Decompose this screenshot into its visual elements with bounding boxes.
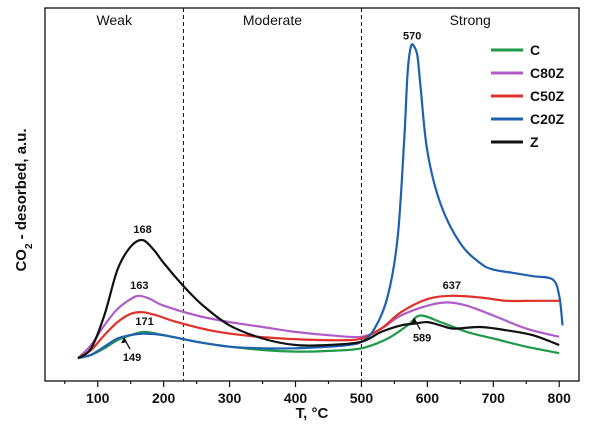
peak-label-171: 171 (135, 316, 153, 328)
peak-label-163: 163 (130, 280, 148, 292)
peak-label-168: 168 (133, 224, 151, 236)
legend-label-c20z: C20Z (530, 111, 565, 127)
peak-label-589: 589 (413, 333, 431, 345)
peak-arrowhead-149 (121, 337, 128, 344)
peak-arrowhead-589 (411, 317, 418, 324)
x-tick-label-500: 500 (350, 390, 374, 406)
peak-label-570: 570 (403, 31, 421, 43)
x-tick-label-800: 800 (548, 390, 572, 406)
x-tick-label-300: 300 (218, 390, 242, 406)
x-tick-label-100: 100 (86, 390, 110, 406)
legend-label-c50z: C50Z (530, 88, 565, 104)
series-line-c50z (77, 294, 560, 360)
y-axis-label: CO2 - desorbed, a.u. (13, 128, 35, 271)
x-tick-label-400: 400 (284, 390, 308, 406)
legend-label-z: Z (530, 134, 539, 150)
peak-label-149: 149 (123, 352, 141, 364)
x-tick-label-700: 700 (482, 390, 506, 406)
series-line-c20z (77, 43, 564, 360)
region-label-strong: Strong (450, 12, 491, 28)
region-label-weak: Weak (96, 12, 133, 28)
series-line-z (77, 238, 560, 360)
x-tick-label-200: 200 (152, 390, 176, 406)
peak-label-637: 637 (443, 280, 461, 292)
x-axis-label: T, °C (296, 405, 329, 422)
legend-label-c: C (530, 42, 540, 58)
x-tick-label-600: 600 (416, 390, 440, 406)
series-line-c80z (77, 294, 560, 359)
region-label-moderate: Moderate (243, 12, 302, 28)
legend-label-c80z: C80Z (530, 65, 565, 81)
plot-frame (44, 7, 580, 382)
